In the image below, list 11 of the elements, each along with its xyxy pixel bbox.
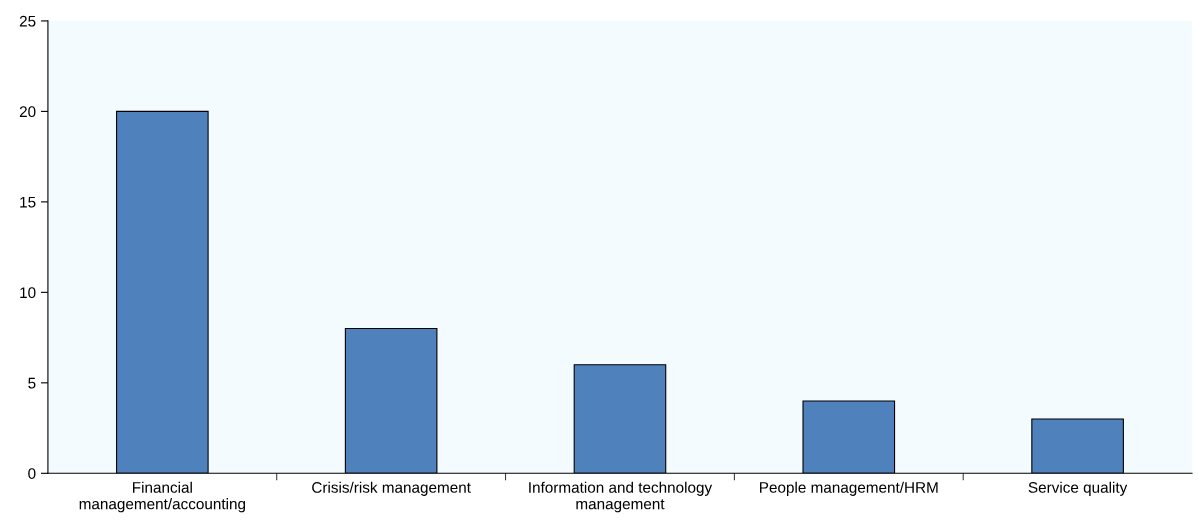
x-tick-label: Information and technology management <box>529 481 713 513</box>
y-tick-label: 5 <box>28 377 36 389</box>
x-tick-label: Service quality <box>1028 481 1128 496</box>
y-tick-label: 25 <box>19 15 36 27</box>
y-tick-label: 20 <box>19 106 36 118</box>
x-tick-label: People management/HRM <box>760 481 938 496</box>
x-tick-label: Financial management/accounting <box>79 481 246 513</box>
y-tick-label: 0 <box>28 468 36 479</box>
y-tick-label: 15 <box>20 196 36 208</box>
x-tick-label: Crisis/risk management <box>312 481 471 496</box>
y-tick-label: 10 <box>20 287 36 299</box>
